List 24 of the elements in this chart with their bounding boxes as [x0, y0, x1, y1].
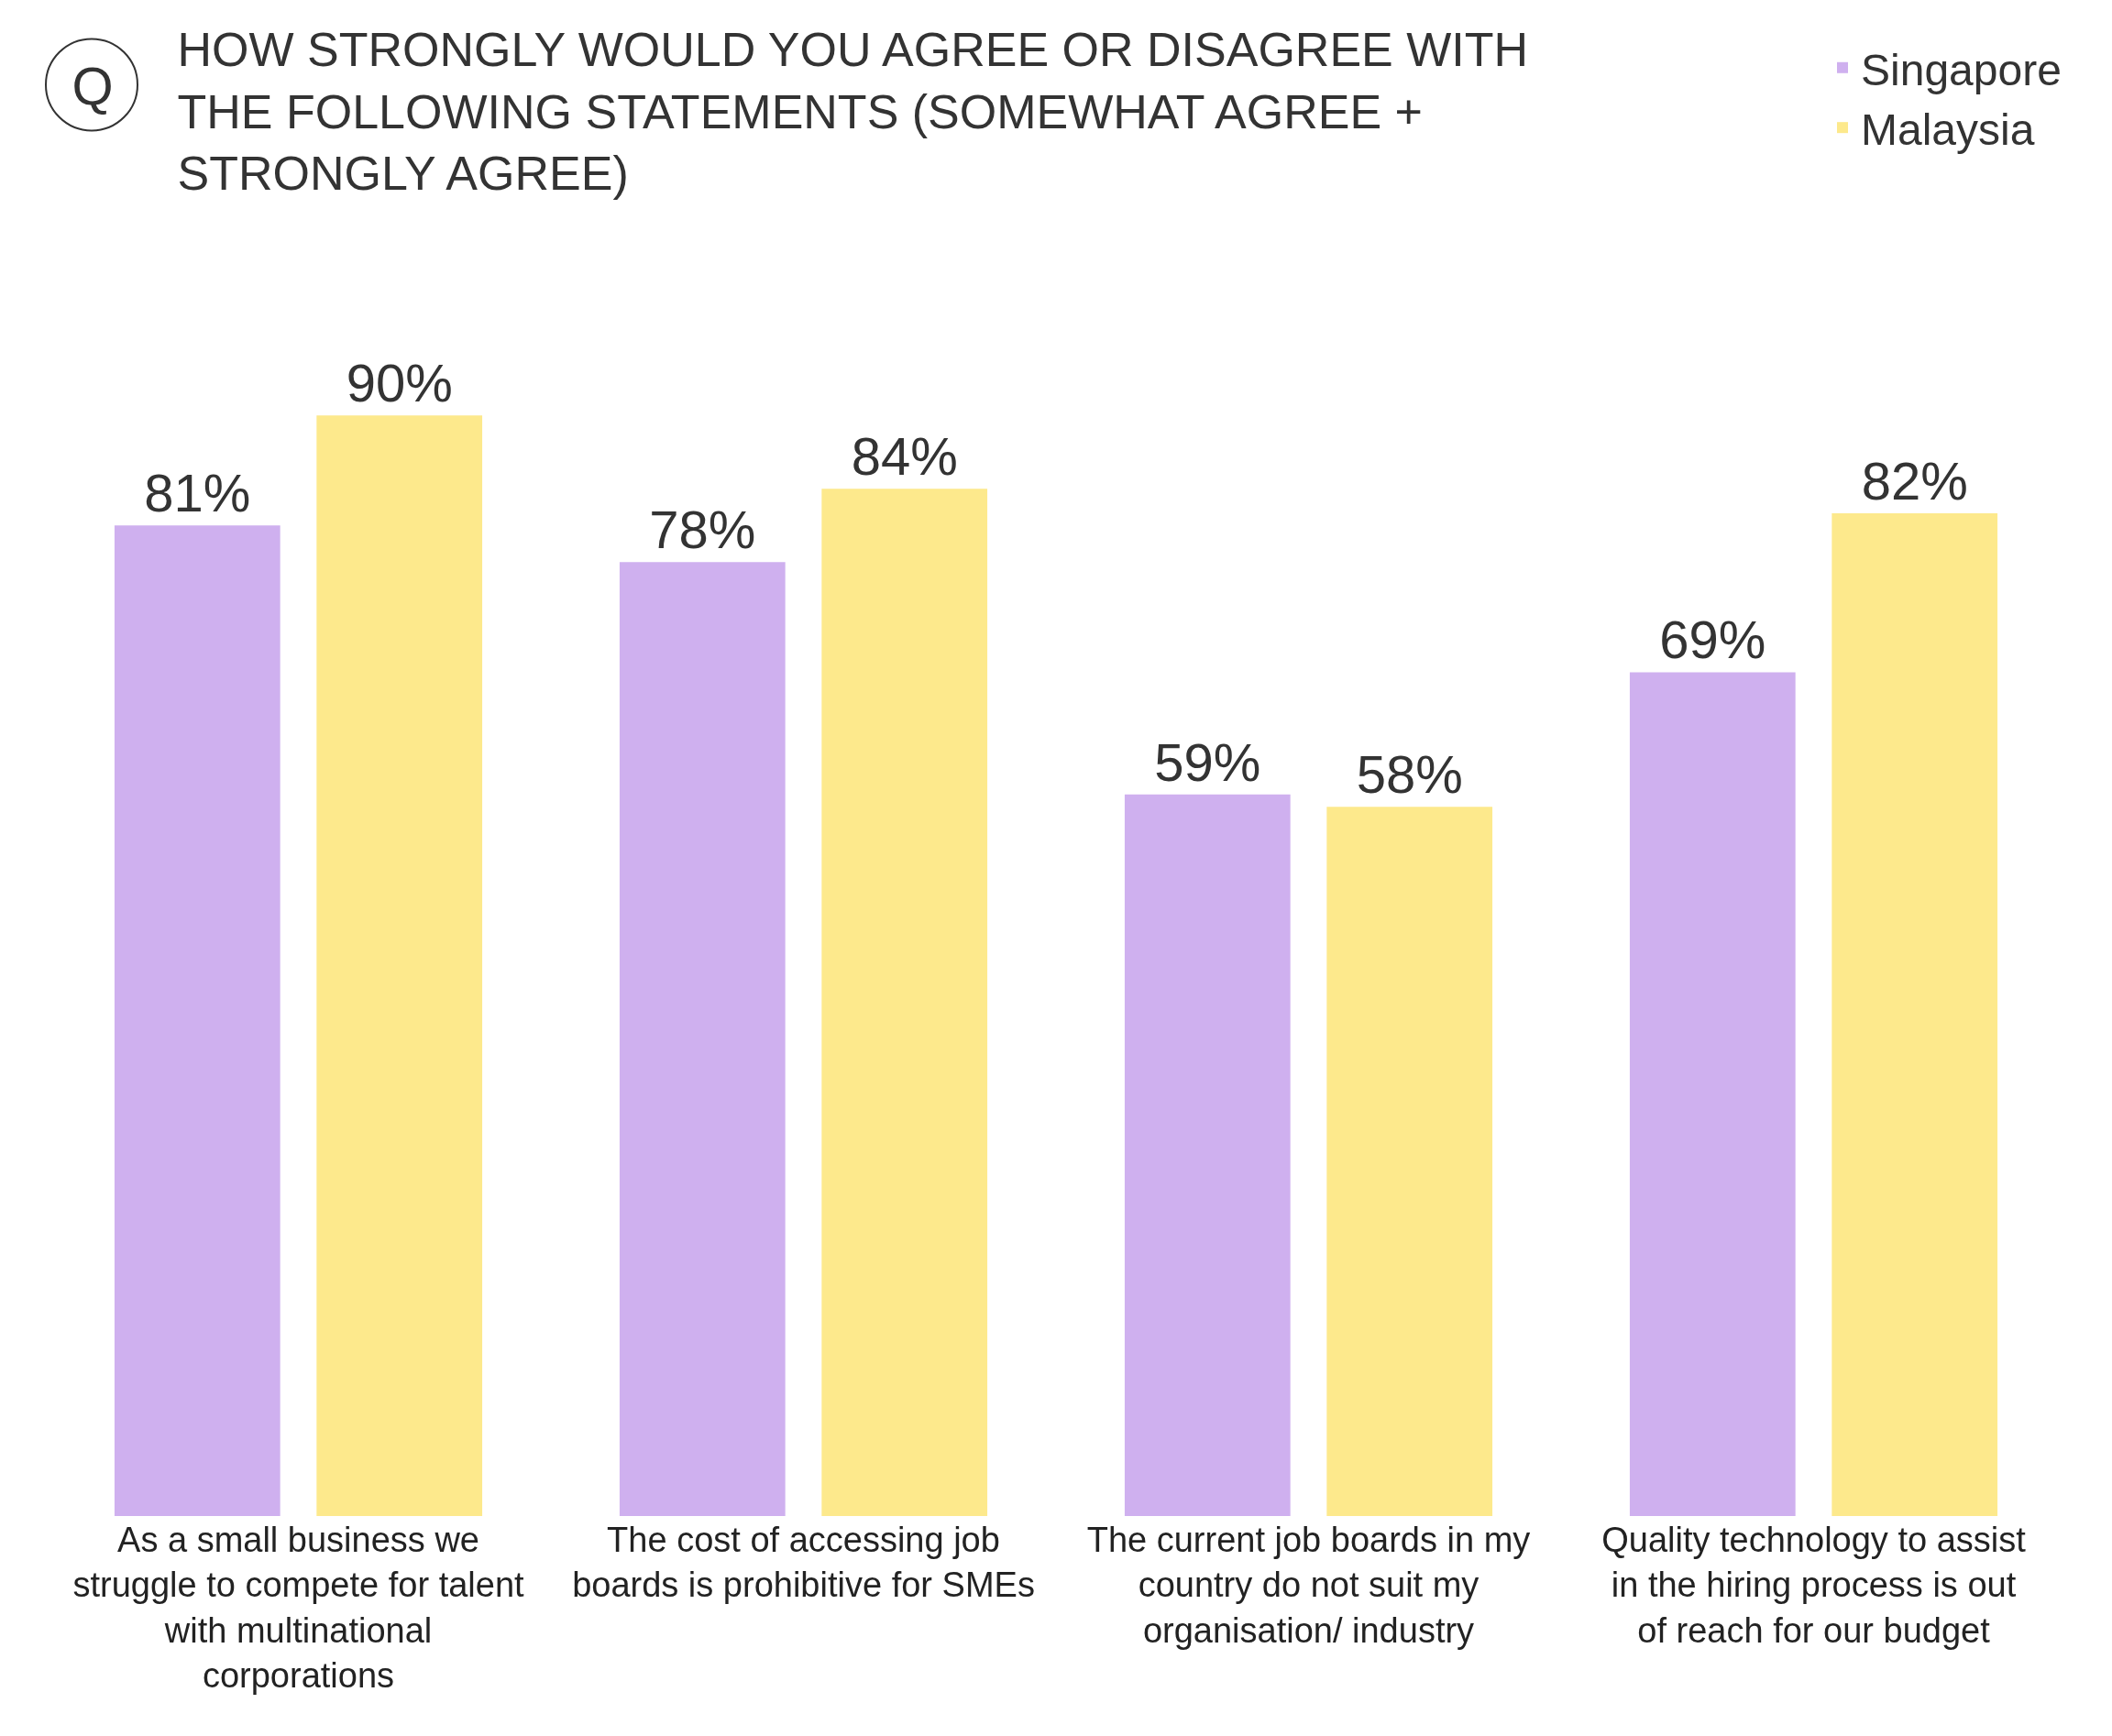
x-tick-label: As a small business we struggle to compete for talent with multinational corporations [72, 1521, 525, 1696]
data-label: 59% [1154, 731, 1261, 792]
data-label: 58% [1356, 744, 1463, 805]
x-tick-label: The current job boards in my country do not suit my organisation/ industry [1086, 1521, 1531, 1650]
bar [619, 562, 786, 1516]
bar [114, 525, 280, 1516]
chart-title: HOW STRONGLY WOULD YOU AGREE OR DISAGREE WITH THE FOLLOWING STATEMENTS (SOMEWHAT AGREE + STRONGLY AGREE) [177, 22, 1529, 201]
data-label: 78% [649, 500, 756, 560]
bar [821, 489, 988, 1516]
bar [1124, 794, 1291, 1516]
bar [1326, 807, 1493, 1516]
data-label: 81% [144, 463, 251, 523]
legend-label: Malaysia [1861, 104, 2035, 154]
data-label: 84% [851, 426, 958, 487]
text: Q [72, 55, 114, 115]
data-label: 82% [1861, 450, 1968, 511]
legend-label: Singapore [1861, 45, 2062, 94]
data-label: 69% [1659, 610, 1766, 670]
bar [1832, 512, 1998, 1516]
data-label: 90% [346, 353, 453, 413]
x-tick-label: Quality technology to assist in the hiring process is out of reach for our budget [1601, 1521, 2027, 1650]
bar [1629, 672, 1796, 1516]
x-tick-label: The cost of accessing job boards is prohibitive for SMEs [572, 1521, 1035, 1605]
bar [316, 415, 483, 1516]
